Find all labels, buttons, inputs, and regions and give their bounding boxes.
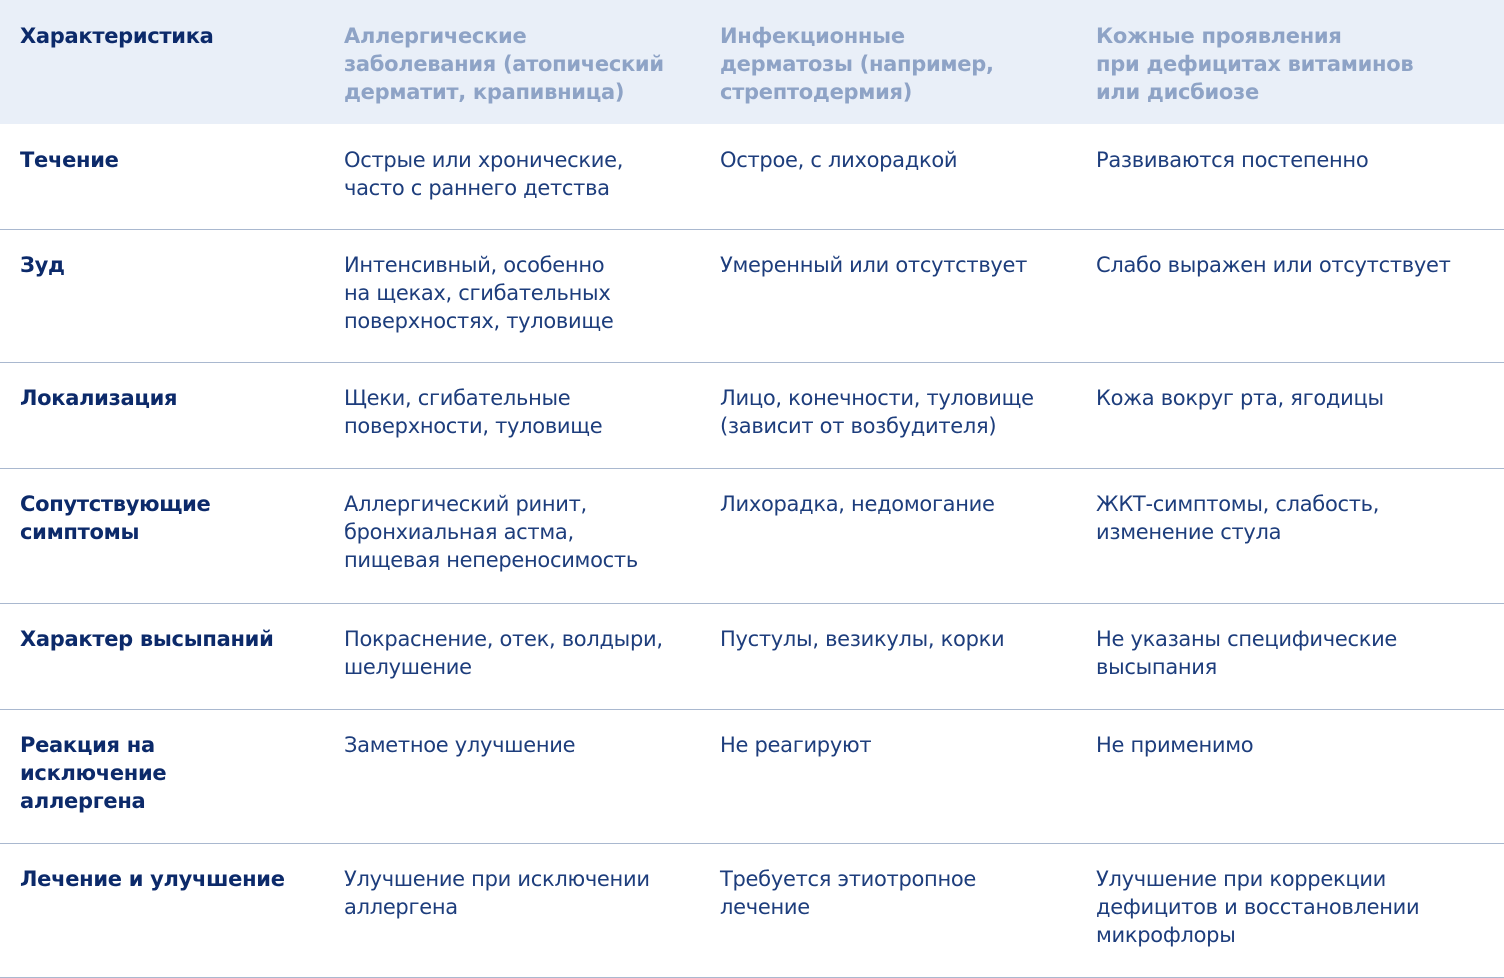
row-label: Течение [20, 146, 119, 174]
cell: Улучшение при коррекции дефицитов и восст… [1096, 865, 1420, 949]
row-separator [0, 603, 1504, 604]
header-cell: Инфекционные дерматозы (например, стрептод… [720, 22, 994, 106]
row-separator [0, 709, 1504, 710]
row-separator [0, 843, 1504, 844]
text-line: аллергена [20, 789, 146, 813]
row-label: Реакция на исключение аллергена [20, 731, 167, 815]
cell: Лицо, конечности, туловище (зависит от во… [720, 384, 1034, 440]
text-line: Интенсивный, особенно [344, 253, 605, 277]
cell: Щеки, сгибательные поверхности, туловище [344, 384, 603, 440]
cell: Слабо выражен или отсутствует [1096, 251, 1451, 279]
cell: ЖКТ-симптомы, слабость, изменение стула [1096, 490, 1379, 546]
text-line: Требуется этиотропное [720, 867, 977, 891]
header-background [0, 0, 1504, 124]
text-line: часто с раннего детства [344, 176, 610, 200]
cell: Лихорадка, недомогание [720, 490, 995, 518]
text-line: изменение стула [1096, 520, 1282, 544]
text-line: Заметное улучшение [344, 733, 576, 757]
text-line: Пустулы, везикулы, корки [720, 627, 1005, 651]
text-line: поверхностях, туловище [344, 309, 614, 333]
text-line: Лихорадка, недомогание [720, 492, 995, 516]
text-line: Аллергический ринит, [344, 492, 587, 516]
text-line: Щеки, сгибательные [344, 386, 571, 410]
header-cell: Кожные проявления при дефицитах витаминов… [1096, 22, 1414, 106]
cell: Не реагируют [720, 731, 872, 759]
cell: Не указаны специфические высыпания [1096, 625, 1397, 681]
cell: Кожа вокруг рта, ягодицы [1096, 384, 1384, 412]
text-line: (зависит от возбудителя) [720, 414, 997, 438]
cell: Развиваются постепенно [1096, 146, 1369, 174]
text-line: дефицитов и восстановлении [1096, 895, 1420, 919]
text-line: Кожа вокруг рта, ягодицы [1096, 386, 1384, 410]
cell: Покраснение, отек, волдыри, шелушение [344, 625, 663, 681]
text-line: ЖКТ-симптомы, слабость, [1096, 492, 1380, 516]
row-separator [0, 229, 1504, 230]
text-line: пищевая непереносимость [344, 548, 638, 572]
row-label: Лечение и улучшение [20, 865, 285, 893]
text-line: дерматит, крапивница) [344, 80, 625, 104]
text-line: поверхности, туловище [344, 414, 603, 438]
cell: Аллергический ринит, бронхиальная астма, п… [344, 490, 638, 574]
header-cell: Аллергические заболевания (атопический дер… [344, 22, 664, 106]
row-separator [0, 468, 1504, 469]
text-line: Улучшение при коррекции [1096, 867, 1387, 891]
text-line: стрептодермия) [720, 80, 912, 104]
text-line: Слабо выражен или отсутствует [1096, 253, 1451, 277]
row-label: Зуд [20, 251, 65, 279]
cell: Умеренный или отсутствует [720, 251, 1027, 279]
text-line: Локализация [20, 386, 178, 410]
text-line: Улучшение при исключении [344, 867, 650, 891]
cell: Требуется этиотропное лечение [720, 865, 976, 921]
text-line: Кожные проявления [1096, 24, 1342, 48]
row-separator [0, 362, 1504, 363]
cell: Пустулы, везикулы, корки [720, 625, 1005, 653]
text-line: Характеристика [20, 24, 214, 48]
text-line: Инфекционные [720, 24, 905, 48]
text-line: при дефицитах витаминов [1096, 52, 1414, 76]
text-line: на щеках, сгибательных [344, 281, 611, 305]
row-label: Характер высыпаний [20, 625, 274, 653]
row-label: Локализация [20, 384, 178, 412]
text-line: или дисбиозе [1096, 80, 1259, 104]
text-line: исключение [20, 761, 167, 785]
text-line: микрофлоры [1096, 923, 1236, 947]
text-line: аллергена [344, 895, 458, 919]
text-line: Лицо, конечности, туловище [720, 386, 1034, 410]
text-line: симптомы [20, 520, 140, 544]
text-line: Аллергические [344, 24, 527, 48]
text-line: Острые или хронические, [344, 148, 624, 172]
text-line: Покраснение, отек, волдыри, [344, 627, 663, 651]
text-line: Острое, с лихорадкой [720, 148, 958, 172]
text-line: Не указаны специфические [1096, 627, 1398, 651]
text-line: дерматозы (например, [720, 52, 994, 76]
row-label: Сопутствующие симптомы [20, 490, 211, 546]
text-line: Не реагируют [720, 733, 872, 757]
cell: Не применимо [1096, 731, 1254, 759]
cell: Острое, с лихорадкой [720, 146, 958, 174]
text-line: Зуд [20, 253, 65, 277]
text-line: заболевания (атопический [344, 52, 664, 76]
text-line: лечение [720, 895, 810, 919]
text-line: Не применимо [1096, 733, 1254, 757]
text-line: высыпания [1096, 655, 1217, 679]
cell: Заметное улучшение [344, 731, 576, 759]
text-line: Лечение и улучшение [20, 867, 285, 891]
text-line: Реакция на [20, 733, 155, 757]
cell: Острые или хронические, часто с раннего д… [344, 146, 623, 202]
text-line: Сопутствующие [20, 492, 211, 516]
text-line: Течение [20, 148, 119, 172]
text-line: бронхиальная астма, [344, 520, 574, 544]
text-line: Развиваются постепенно [1096, 148, 1369, 172]
text-line: шелушение [344, 655, 472, 679]
header-cell: Характеристика [20, 22, 214, 50]
text-line: Умеренный или отсутствует [720, 253, 1028, 277]
text-line: Характер высыпаний [20, 627, 274, 651]
cell: Улучшение при исключении аллергена [344, 865, 650, 921]
cell: Интенсивный, особенно на щеках, сгибатель… [344, 251, 614, 335]
